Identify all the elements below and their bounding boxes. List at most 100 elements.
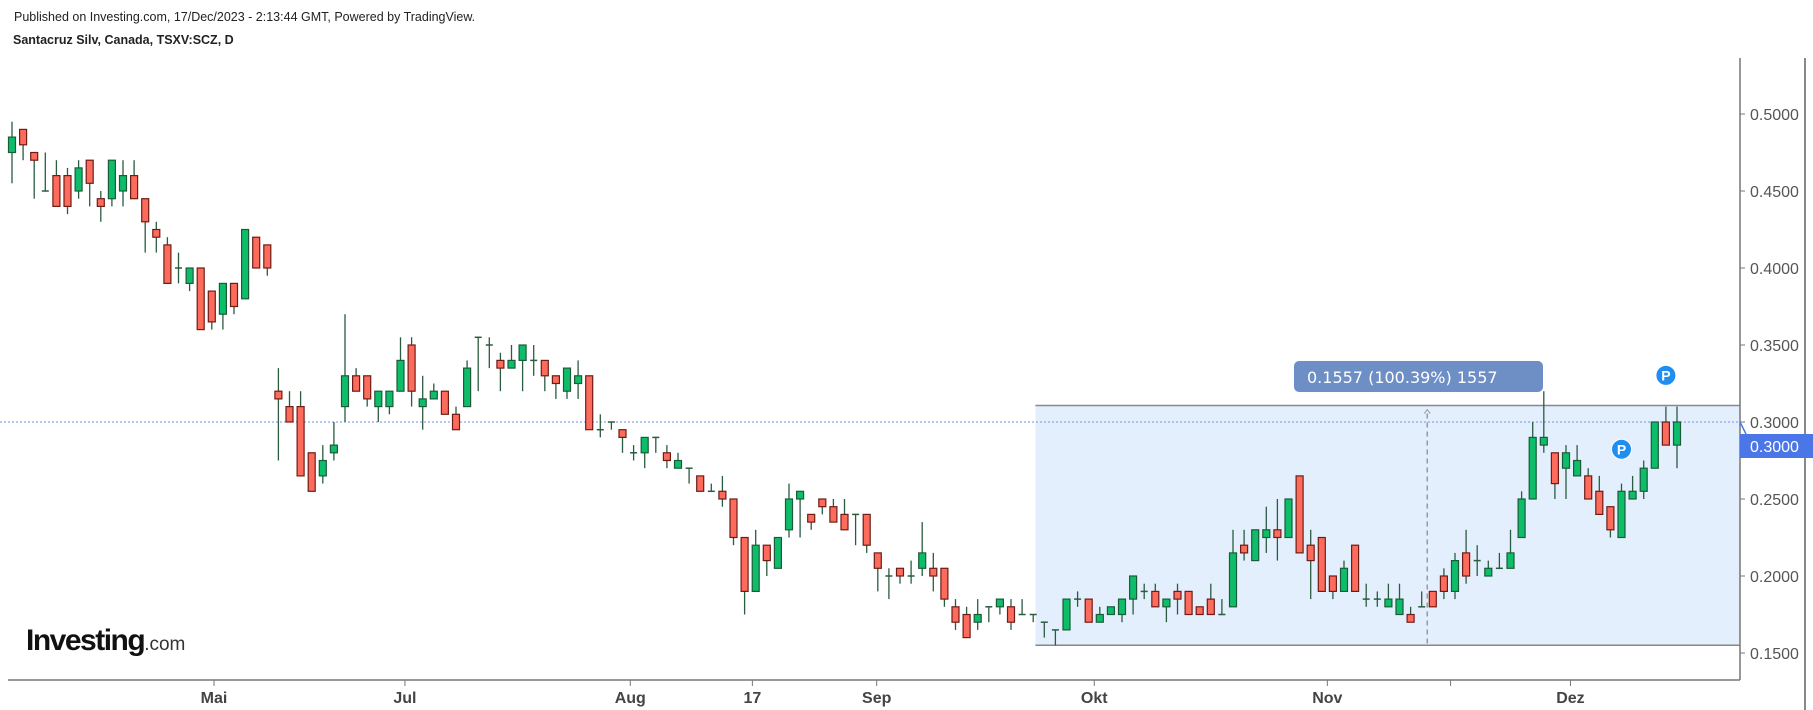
candle-body: [1561, 452, 1571, 469]
candle: [829, 499, 838, 523]
candle-body: [1195, 606, 1204, 616]
candle: [907, 560, 915, 584]
y-tick-label: 0.4500: [1750, 184, 1799, 201]
measure-tool[interactable]: [1035, 404, 1740, 647]
candle: [1595, 475, 1604, 515]
candle: [1273, 499, 1282, 561]
x-tick-label: Okt: [1081, 690, 1108, 707]
candle: [152, 221, 161, 253]
candle: [652, 436, 660, 453]
candle-body: [995, 598, 1005, 608]
candle: [818, 498, 827, 515]
candle: [130, 160, 139, 200]
candle-body: [540, 359, 549, 377]
candle-body: [1539, 436, 1548, 446]
candle-body: [1428, 590, 1437, 608]
candle-body: [163, 244, 172, 284]
candle: [1450, 552, 1460, 600]
candle-body: [130, 175, 139, 200]
candle: [1262, 506, 1271, 553]
candle-body: [429, 390, 438, 400]
candle: [1672, 406, 1682, 469]
candle-body: [1295, 475, 1304, 554]
candle: [573, 360, 583, 399]
candle: [1418, 591, 1426, 608]
candle: [607, 421, 615, 430]
time-axis[interactable]: Mai Jul Aug 17 Sep Okt Nov Dez: [201, 680, 1585, 707]
candle: [1128, 575, 1138, 615]
pins[interactable]: PP: [1611, 364, 1677, 460]
candle-body: [218, 282, 227, 315]
candle-body: [551, 375, 561, 385]
candle: [451, 406, 461, 431]
x-tick-label: Aug: [615, 690, 646, 707]
candle: [418, 375, 427, 430]
candle: [596, 414, 604, 438]
y-tick-label: 0.4000: [1750, 261, 1799, 278]
candle-body: [1284, 498, 1293, 539]
candle: [496, 352, 505, 392]
candle-body: [52, 175, 61, 208]
candle: [175, 252, 182, 284]
candle: [685, 467, 693, 484]
candle: [74, 160, 83, 199]
candle: [1328, 575, 1338, 600]
candle-body: [1650, 421, 1659, 469]
candle-body: [662, 452, 672, 462]
candle-body: [1106, 606, 1116, 616]
measure-arrow-icon: [1423, 408, 1431, 414]
candle-body: [19, 128, 28, 146]
candle-body: [30, 151, 39, 161]
candle: [1650, 421, 1659, 469]
candle-body: [840, 513, 849, 531]
price-axis[interactable]: 0.1500 0.2000 0.2500 0.3000 0.3500 0.4000 0.45…: [1740, 107, 1799, 663]
pin-icon: [1611, 438, 1632, 460]
candle: [862, 513, 871, 553]
candle-body: [263, 244, 272, 269]
candle-body: [818, 498, 827, 508]
candle: [630, 445, 638, 461]
candle: [1661, 406, 1671, 446]
y-tick-label: 0.3500: [1750, 338, 1799, 355]
candle: [973, 599, 982, 630]
candle-body: [274, 390, 283, 400]
candle-body: [507, 359, 516, 369]
candle: [163, 237, 172, 284]
candle-body: [7, 136, 17, 154]
candle-body: [640, 436, 649, 454]
candle-body: [807, 513, 816, 523]
candle-body: [1506, 552, 1515, 569]
candle: [696, 475, 705, 492]
candle-body: [1262, 529, 1271, 539]
candle-body: [751, 544, 760, 593]
candle: [1384, 583, 1393, 608]
candle-body: [795, 490, 805, 500]
candles: [7, 121, 1682, 646]
pin-marker[interactable]: P: [1655, 364, 1677, 386]
candle-body: [363, 375, 372, 400]
candle: [852, 513, 860, 546]
x-tick-label: 17: [743, 690, 761, 707]
pin-marker[interactable]: P: [1611, 438, 1632, 460]
candle-body: [207, 290, 216, 323]
candle-body: [374, 390, 383, 408]
symbol-title: Santacruz Silv, Canada, TSXV:SCZ, D: [13, 33, 234, 47]
candle-body: [1550, 452, 1560, 485]
candle: [407, 337, 416, 407]
candle-body: [951, 606, 960, 623]
candle: [918, 522, 927, 576]
candle-body: [1117, 598, 1127, 616]
candle-body: [1006, 606, 1016, 623]
last-price-label: 0.3000: [1739, 421, 1813, 458]
candle-body: [873, 552, 882, 569]
candle-body: [940, 567, 949, 600]
candle-body: [1350, 544, 1360, 593]
candle: [1617, 483, 1626, 539]
y-tick-label: 0.1500: [1750, 646, 1799, 663]
candle: [429, 383, 438, 400]
candle: [751, 529, 760, 593]
candle: [1151, 583, 1160, 608]
measure-label-text: 0.1557 (100.39%) 1557: [1307, 368, 1498, 387]
candle-body: [762, 544, 771, 562]
